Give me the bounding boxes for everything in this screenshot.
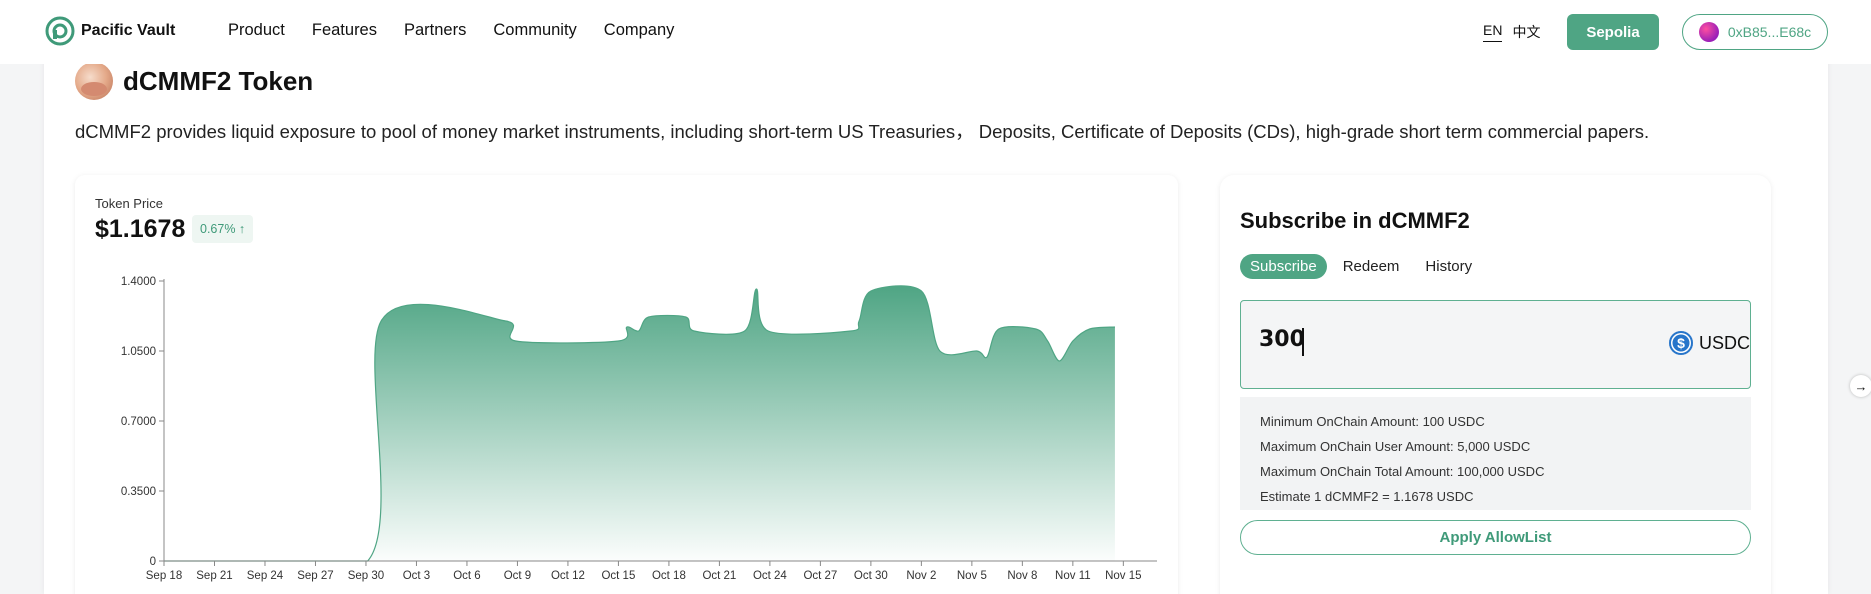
info-min-amount: Minimum OnChain Amount: 100 USDC — [1260, 414, 1485, 429]
y-tick-label: 0.7000 — [121, 416, 156, 428]
x-tick-label: Sep 27 — [297, 570, 333, 582]
x-tick-label: Nov 2 — [906, 570, 936, 582]
info-max-total-amount: Maximum OnChain Total Amount: 100,000 US… — [1260, 464, 1545, 479]
info-estimate-rate: Estimate 1 dCMMF2 = 1.1678 USDC — [1260, 489, 1474, 504]
menu-item-company[interactable]: Company — [603, 21, 675, 39]
x-tick-label: Nov 11 — [1055, 570, 1091, 582]
tab-subscribe[interactable]: Subscribe — [1240, 254, 1327, 279]
amount-input[interactable] — [1259, 327, 1559, 352]
price-chart: 0 0.3500 0.7000 1.0500 1.4000 Sep 18 Sep 21 Sep… — [121, 276, 1157, 582]
y-tick-label: 0 — [150, 556, 156, 568]
y-tick-label: 1.4000 — [121, 276, 156, 288]
x-tick-label: Oct 6 — [453, 570, 480, 582]
arrow-right-icon[interactable]: → — [1850, 375, 1871, 397]
brand-name: Pacific Vault — [81, 22, 176, 39]
menu-item-product[interactable]: Product — [228, 21, 285, 39]
token-description: dCMMF2 provides liquid exposure to pool … — [75, 121, 1650, 142]
text-caret — [1302, 328, 1304, 356]
menu-item-partners[interactable]: Partners — [404, 21, 467, 39]
subscribe-card: Subscribe in dCMMF2 Subscribe Redeem His… — [1220, 175, 1771, 594]
x-tick-label: Sep 18 — [146, 570, 182, 582]
info-max-user-amount: Maximum OnChain User Amount: 5,000 USDC — [1260, 439, 1531, 454]
x-tick-label: Sep 21 — [196, 570, 232, 582]
usdc-icon: $ — [1668, 331, 1693, 355]
price-chart-card: Token Price $1.1678 0.67% ↑ 0 0.3500 0.700… — [75, 175, 1178, 594]
top-navbar: Pacific Vault Product Features Partners … — [0, 0, 1871, 64]
x-tick-label: Oct 24 — [753, 570, 787, 582]
apply-allowlist-button[interactable]: Apply AllowList — [1240, 520, 1751, 555]
x-tick-label: Oct 18 — [652, 570, 686, 582]
token-title: dCMMF2 Token — [123, 65, 314, 96]
wallet-avatar-icon — [1698, 22, 1719, 42]
currency-selector: $ USDC — [1668, 331, 1750, 355]
language-switch: EN 中文 — [1483, 22, 1540, 42]
x-tick-label: Nov 5 — [957, 570, 987, 582]
x-tick-label: Oct 30 — [854, 570, 888, 582]
token-header: dCMMF2 Token — [75, 62, 313, 100]
main-menu: Product Features Partners Community Comp… — [228, 21, 674, 40]
wallet-button[interactable]: 0xB85...E68c — [1682, 14, 1828, 50]
x-tick-label: Nov 8 — [1007, 570, 1037, 582]
menu-item-features[interactable]: Features — [311, 21, 377, 39]
subscribe-tabs: Subscribe Redeem History — [1240, 254, 1482, 279]
price-area — [164, 285, 1115, 561]
price-change-badge: 0.67% ↑ — [192, 215, 254, 243]
x-tick-label: Oct 3 — [403, 570, 430, 582]
y-tick-label: 0.3500 — [121, 486, 156, 498]
x-tick-label: Sep 24 — [247, 570, 284, 582]
price-value: $1.1678 — [95, 215, 186, 243]
x-tick-label: Nov 15 — [1105, 570, 1141, 582]
limits-info: Minimum OnChain Amount: 100 USDC Maximum… — [1240, 397, 1751, 510]
price-label: Token Price — [95, 196, 163, 211]
lang-zh[interactable]: 中文 — [1512, 24, 1541, 40]
menu-item-community[interactable]: Community — [493, 21, 577, 39]
amount-field-box: $ USDC — [1240, 300, 1751, 389]
x-tick-label: Oct 9 — [504, 570, 531, 582]
wallet-address: 0xB85...E68c — [1727, 24, 1812, 40]
x-tick-label: Oct 15 — [601, 570, 635, 582]
price-line — [164, 285, 1115, 562]
logo-icon — [45, 16, 75, 46]
token-avatar — [75, 62, 113, 100]
brand-logo[interactable]: Pacific Vault — [45, 16, 175, 46]
y-tick-label: 1.0500 — [121, 346, 156, 358]
network-button[interactable]: Sepolia — [1567, 14, 1659, 50]
x-tick-label: Sep 30 — [348, 570, 384, 582]
subscribe-title: Subscribe in dCMMF2 — [1240, 208, 1470, 233]
lang-en[interactable]: EN — [1483, 22, 1503, 42]
x-tick-label: Oct 27 — [803, 570, 837, 582]
tab-history[interactable]: History — [1425, 258, 1473, 275]
tab-redeem[interactable]: Redeem — [1342, 258, 1400, 275]
x-tick-label: Oct 12 — [551, 570, 585, 582]
x-tick-label: Oct 21 — [702, 570, 736, 582]
currency-label: USDC — [1698, 332, 1750, 353]
